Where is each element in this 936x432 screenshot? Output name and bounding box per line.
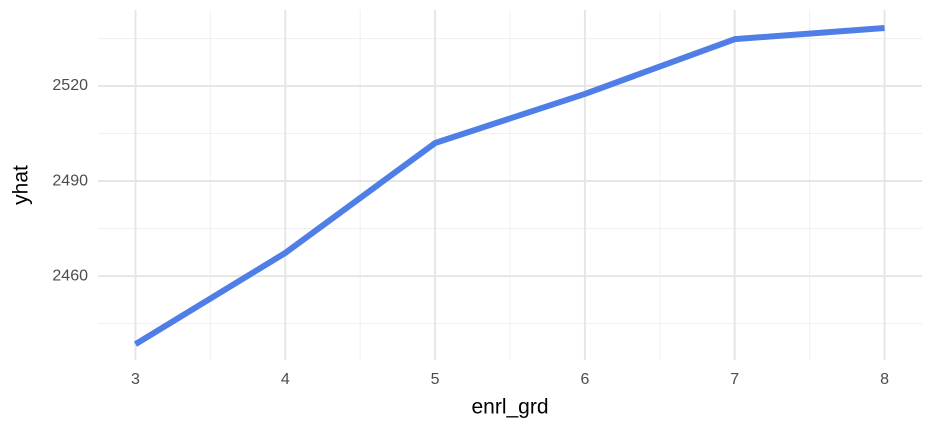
x-tick-label: 7 bbox=[730, 371, 739, 388]
x-tick-label: 4 bbox=[281, 371, 290, 388]
x-tick-label: 8 bbox=[880, 371, 889, 388]
data-line bbox=[133, 25, 885, 347]
y-tick-label: 2460 bbox=[52, 267, 88, 284]
x-tick-label: 6 bbox=[580, 371, 589, 388]
x-axis-title: enrl_grd bbox=[471, 396, 548, 419]
y-tick-label: 2520 bbox=[52, 77, 88, 94]
grid bbox=[98, 10, 922, 360]
y-tick-label: 2490 bbox=[52, 172, 88, 189]
x-tick-label: 3 bbox=[131, 371, 140, 388]
x-tick-label: 5 bbox=[431, 371, 440, 388]
y-axis-title: yhat bbox=[10, 165, 33, 205]
